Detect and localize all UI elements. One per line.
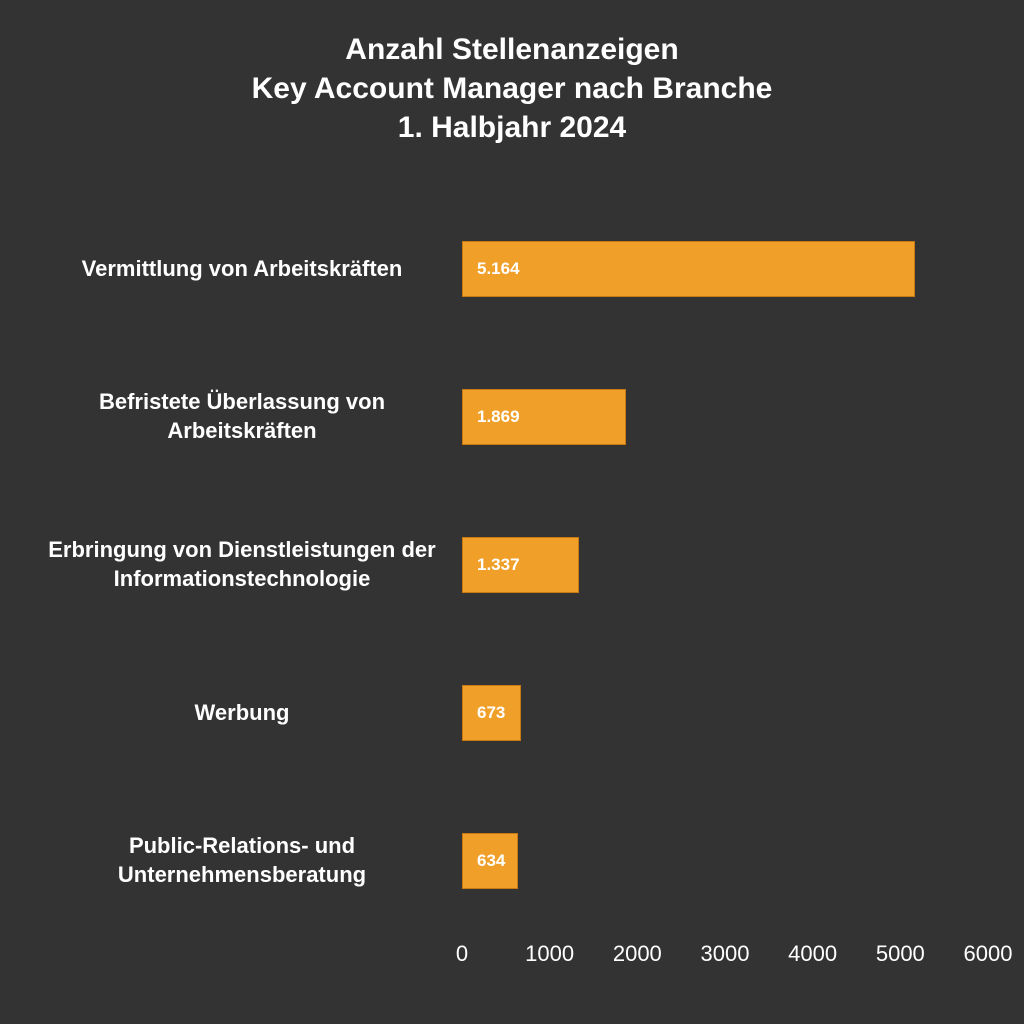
title-line-1: Anzahl Stellenanzeigen xyxy=(36,30,988,69)
category-label: Erbringung von Dienstleistungen der Info… xyxy=(36,536,462,593)
bar-row: Werbung 673 xyxy=(36,639,988,787)
bar-value: 5.164 xyxy=(477,259,520,279)
category-label: Vermittlung von Arbeitskräften xyxy=(36,255,462,284)
x-tick: 1000 xyxy=(525,941,574,967)
bar: 5.164 xyxy=(462,241,915,297)
x-tick: 6000 xyxy=(964,941,1013,967)
x-tick: 4000 xyxy=(788,941,837,967)
bar-row: Vermittlung von Arbeitskräften 5.164 xyxy=(36,195,988,343)
bar-chart: Vermittlung von Arbeitskräften 5.164 Bef… xyxy=(36,195,988,971)
bar-value: 1.337 xyxy=(477,555,520,575)
chart-title: Anzahl Stellenanzeigen Key Account Manag… xyxy=(36,30,988,147)
category-label: Public-Relations- und Unternehmensberatu… xyxy=(36,832,462,889)
bar-row: Erbringung von Dienstleistungen der Info… xyxy=(36,491,988,639)
bar: 1.869 xyxy=(462,389,626,445)
bar-value: 1.869 xyxy=(477,407,520,427)
title-line-3: 1. Halbjahr 2024 xyxy=(36,108,988,147)
bar: 1.337 xyxy=(462,537,579,593)
x-tick: 5000 xyxy=(876,941,925,967)
bar: 634 xyxy=(462,833,518,889)
x-tick: 3000 xyxy=(701,941,750,967)
title-line-2: Key Account Manager nach Branche xyxy=(36,69,988,108)
x-tick: 0 xyxy=(456,941,468,967)
x-tick: 2000 xyxy=(613,941,662,967)
bar-row: Befristete Überlassung von Arbeitskräfte… xyxy=(36,343,988,491)
bar-value: 634 xyxy=(477,851,505,871)
category-label: Werbung xyxy=(36,699,462,728)
x-axis: 0100020003000400050006000 xyxy=(36,941,988,971)
bar-row: Public-Relations- und Unternehmensberatu… xyxy=(36,787,988,935)
bar: 673 xyxy=(462,685,521,741)
bar-value: 673 xyxy=(477,703,505,723)
category-label: Befristete Überlassung von Arbeitskräfte… xyxy=(36,388,462,445)
x-axis-ticks: 0100020003000400050006000 xyxy=(462,941,988,971)
